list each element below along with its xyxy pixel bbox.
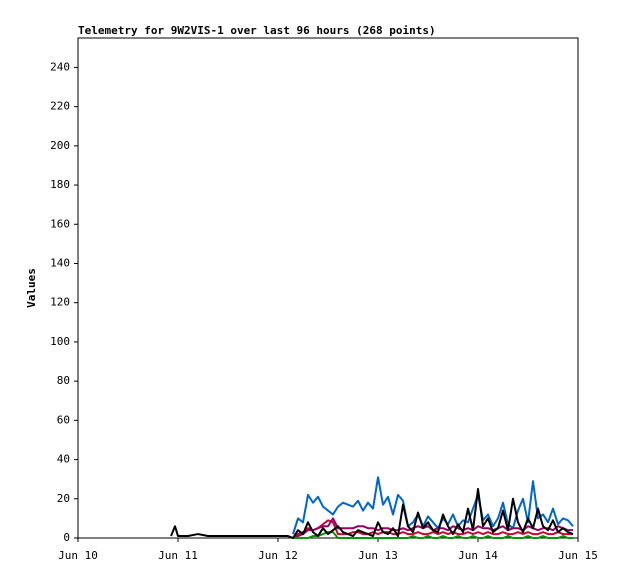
series-line bbox=[292, 519, 573, 539]
y-tick-label: 40 bbox=[57, 453, 70, 466]
y-tick-label: 160 bbox=[50, 217, 70, 230]
x-tick-label: Jun 10 bbox=[58, 549, 98, 562]
plot-frame bbox=[77, 37, 579, 539]
y-tick-label: 240 bbox=[50, 60, 70, 73]
y-tick-label: 100 bbox=[50, 335, 70, 348]
y-tick-label: 220 bbox=[50, 100, 70, 113]
y-axis-label: Values bbox=[25, 268, 38, 308]
x-tick-label: Jun 13 bbox=[358, 549, 398, 562]
y-tick-label: 60 bbox=[57, 413, 70, 426]
series-line bbox=[170, 487, 574, 539]
x-tick-label: Jun 14 bbox=[458, 549, 498, 562]
y-tick-label: 200 bbox=[50, 139, 70, 152]
x-tick-label: Jun 15 bbox=[558, 549, 598, 562]
y-tick-label: 120 bbox=[50, 296, 70, 309]
chart-title: Telemetry for 9W2VIS-1 over last 96 hour… bbox=[78, 24, 436, 37]
y-tick-label: 180 bbox=[50, 178, 70, 191]
series-line bbox=[293, 531, 573, 539]
y-tick-label: 0 bbox=[63, 531, 70, 544]
x-tick-label: Jun 11 bbox=[158, 549, 198, 562]
y-tick-label: 80 bbox=[57, 374, 70, 387]
x-tick-label: Jun 12 bbox=[258, 549, 298, 562]
y-tick-label: 20 bbox=[57, 492, 70, 505]
series-line bbox=[292, 476, 574, 535]
y-tick-label: 140 bbox=[50, 256, 70, 269]
